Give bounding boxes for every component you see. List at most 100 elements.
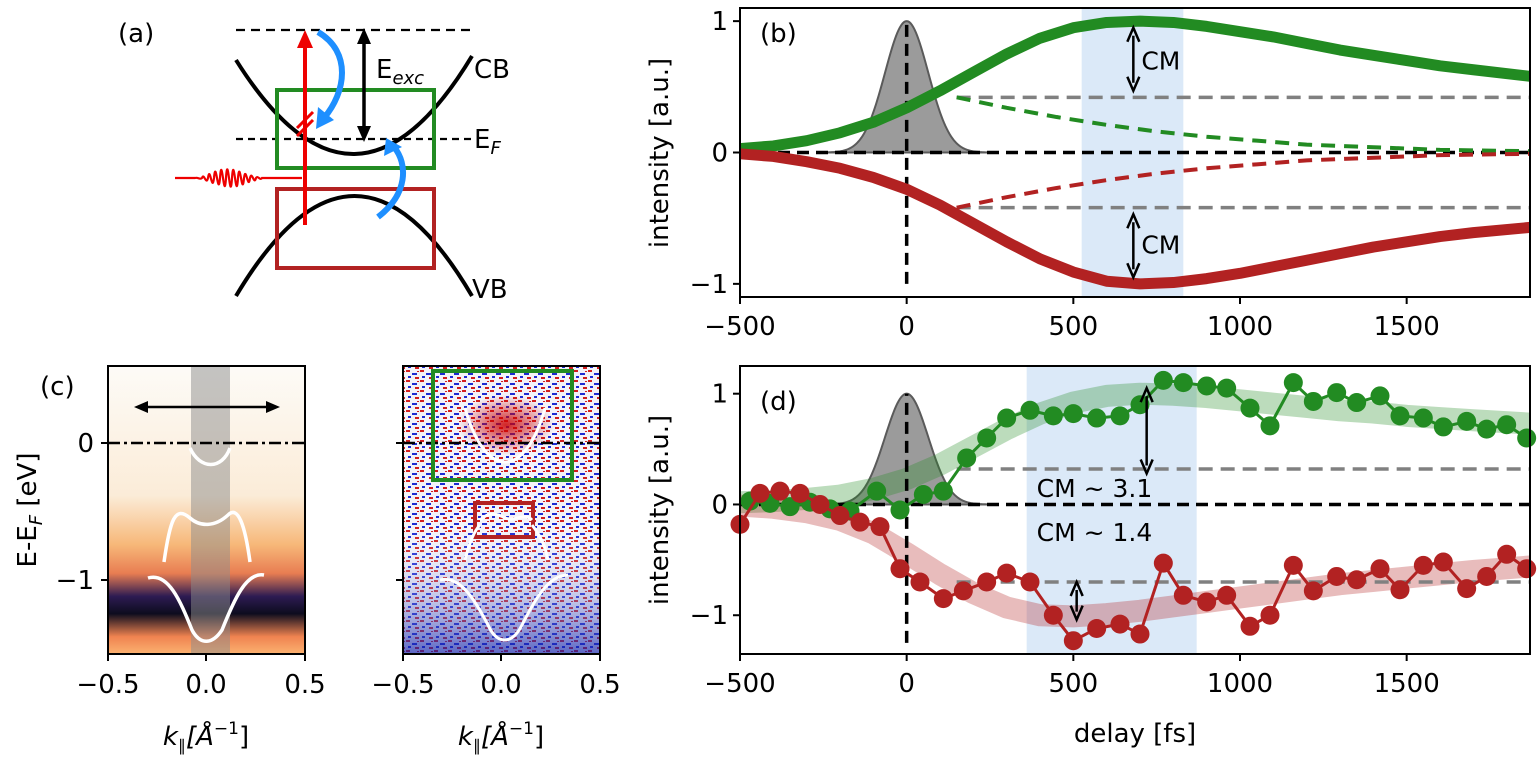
data-point xyxy=(953,581,973,601)
k-range-arrow-right-icon xyxy=(266,401,280,413)
series-line-vb-total xyxy=(739,148,1531,290)
cb-region-box xyxy=(275,88,436,170)
data-point xyxy=(1110,614,1130,634)
plot-frame xyxy=(739,365,1531,655)
cm-annotation: CM xyxy=(1141,230,1180,259)
data-point xyxy=(1240,616,1260,636)
data-point xyxy=(1197,376,1217,396)
cm-arrow-head-icon xyxy=(1139,384,1154,403)
band-fit-upper-left xyxy=(188,447,232,467)
panel-d-chart: CM ~ 3.1 CM ~ 1.4 (d) −500 0 500 1000 1500 1 0 −… xyxy=(690,365,1537,699)
cm-annotation: CM xyxy=(1141,47,1180,76)
x-tick-label: −0.5 xyxy=(76,670,139,700)
data-point xyxy=(1517,559,1537,579)
panel-c-xaxis-left: −0.5 0.0 0.5 xyxy=(76,654,326,700)
y-tick-label: −1 xyxy=(690,601,728,631)
data-point xyxy=(1020,400,1040,420)
y-tick-label: 0 xyxy=(711,139,728,169)
data-point xyxy=(1497,544,1517,564)
data-point xyxy=(780,497,800,517)
data-point xyxy=(997,563,1017,583)
data-point xyxy=(830,506,850,526)
data-point xyxy=(997,408,1017,428)
cm-annotation: CM ~ 1.4 xyxy=(1037,518,1153,547)
data-point xyxy=(1197,592,1217,612)
data-point xyxy=(1110,406,1130,426)
relaxation-arrow-curve xyxy=(316,29,345,120)
data-point xyxy=(977,428,997,448)
band-fit-lower-right xyxy=(439,573,569,642)
y-tick-label: 0 xyxy=(77,429,94,459)
x-tick-label: 500 xyxy=(1049,669,1099,699)
x-tick-label: 0 xyxy=(898,312,915,342)
data-point xyxy=(1063,631,1083,651)
data-point xyxy=(1457,411,1477,431)
data-point xyxy=(1217,585,1237,605)
data-point xyxy=(933,589,953,609)
data-point xyxy=(1433,552,1453,572)
panel-c-label: (c) xyxy=(40,372,75,402)
panel-c-xlabel-right: k∥[Å−1] xyxy=(458,719,544,755)
data-point xyxy=(1153,370,1173,390)
data-point xyxy=(1260,416,1280,436)
data-point xyxy=(1130,395,1150,415)
data-point xyxy=(1347,570,1367,590)
x-tick-label: 0.0 xyxy=(185,670,226,700)
x-tick-label: 0 xyxy=(898,669,915,699)
plot-layer: CM CM xyxy=(739,8,1531,297)
panel-b-ylabel: intensity [a.u.] xyxy=(645,58,675,248)
data-point xyxy=(913,484,933,504)
data-point xyxy=(1283,555,1303,575)
plot-layer: CM ~ 3.1 CM ~ 1.4 xyxy=(730,366,1537,654)
data-point xyxy=(1477,419,1497,439)
cm-arrow-head-icon xyxy=(1069,578,1084,597)
data-point xyxy=(910,572,930,592)
cm-arrow-head-icon xyxy=(1126,262,1141,281)
cm-arrow-head-icon xyxy=(1126,211,1141,229)
data-point xyxy=(933,481,953,501)
data-point xyxy=(1217,378,1237,398)
panel-d-label: (d) xyxy=(760,387,797,417)
panel-c-arpes: (c) −0.5 0.0 0.5 −0.5 0.0 0.5 0 −1 E-EF … xyxy=(13,365,621,755)
data-point xyxy=(750,483,770,503)
panel-d-xlabel: delay [fs] xyxy=(1074,719,1196,749)
vb-region-box xyxy=(275,187,436,270)
panel-b-chart: CM CM (b) −500 0 500 1000 1500 1 0 −1 xyxy=(690,7,1531,342)
panel-c-yaxis: 0 −1 xyxy=(56,429,403,596)
data-point xyxy=(1020,572,1040,592)
vb-label: VB xyxy=(472,275,508,305)
exc-energy-label: Eexc xyxy=(376,55,424,89)
cm-arrow-head-icon xyxy=(1126,76,1141,94)
ef-label: EF xyxy=(474,125,501,159)
data-point xyxy=(770,481,790,501)
data-point xyxy=(1327,383,1347,403)
data-point xyxy=(1087,619,1107,639)
data-point xyxy=(1173,373,1193,393)
vb-window-box xyxy=(473,501,535,539)
exc-arrow-down-icon xyxy=(357,126,371,142)
x-tick-label: −500 xyxy=(704,669,775,699)
y-tick-label: 0 xyxy=(711,490,728,520)
data-point xyxy=(1303,581,1323,601)
data-point xyxy=(1063,404,1083,424)
data-point xyxy=(1517,428,1537,448)
cb-label: CB xyxy=(474,55,510,85)
exc-arrow-up-icon xyxy=(357,28,371,44)
k-window-shade xyxy=(191,366,230,654)
data-point xyxy=(1390,406,1410,426)
x-tick-label: 500 xyxy=(1049,312,1099,342)
k-range-arrow-left-icon xyxy=(134,401,148,413)
data-point xyxy=(1327,566,1347,586)
data-point xyxy=(977,572,997,592)
pump-arrow-head-icon xyxy=(297,30,313,48)
data-point xyxy=(1260,605,1280,625)
series-line-cb-decay xyxy=(956,95,1531,154)
cb-window-box xyxy=(431,369,574,482)
x-tick-label: 1000 xyxy=(1207,312,1273,342)
data-point xyxy=(1370,386,1390,406)
panel-d-ylabel: intensity [a.u.] xyxy=(645,415,675,605)
data-point xyxy=(1390,580,1410,600)
data-point xyxy=(1240,398,1260,418)
band-fit-middle-right xyxy=(478,512,534,522)
